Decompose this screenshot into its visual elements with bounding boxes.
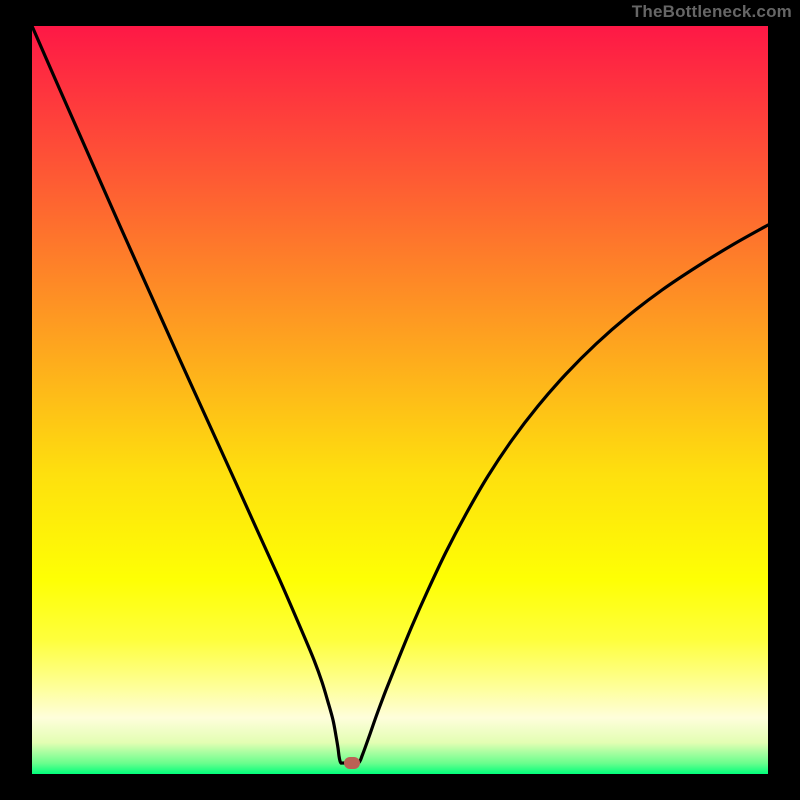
optimal-point-marker: [344, 757, 360, 769]
bottom-green-strip: [0, 0, 800, 800]
watermark-text: TheBottleneck.com: [632, 2, 792, 22]
chart-frame: TheBottleneck.com: [0, 0, 800, 800]
